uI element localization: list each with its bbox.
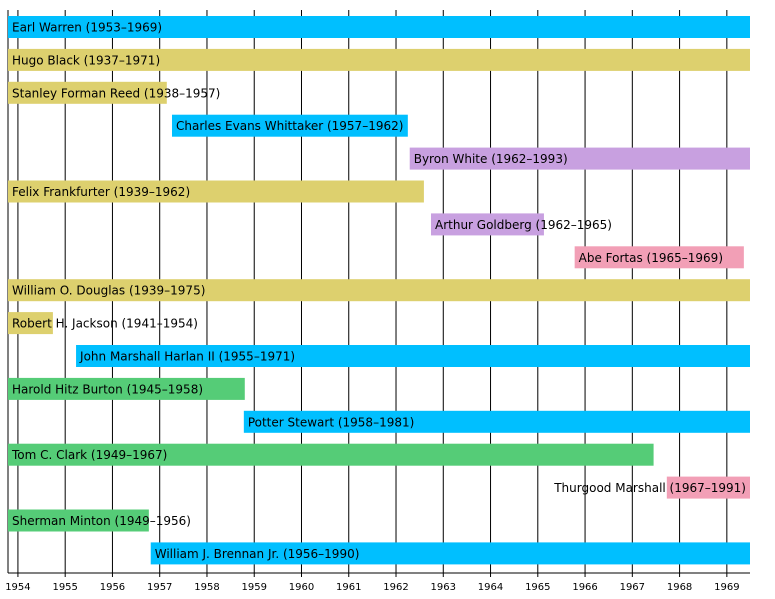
x-tick-label: 1965 — [525, 582, 550, 593]
bar — [8, 312, 53, 335]
bar — [666, 476, 750, 499]
bar — [171, 114, 408, 137]
bar — [8, 509, 149, 532]
x-tick-label: 1969 — [714, 582, 739, 593]
x-tick-label: 1964 — [478, 582, 503, 593]
bar — [8, 377, 245, 400]
bar-label: Felix Frankfurter (1939–1962) — [12, 185, 190, 199]
bar — [243, 410, 750, 433]
bar — [8, 16, 750, 38]
x-tick-label: 1955 — [52, 582, 77, 593]
bar-label: Arthur Goldberg (1962–1965) — [435, 218, 612, 232]
bar-label: Robert H. Jackson (1941–1954) — [12, 317, 198, 331]
x-tick-label: 1963 — [431, 582, 456, 593]
bar — [8, 443, 654, 466]
bar — [8, 180, 424, 203]
bar-label: Potter Stewart (1958–1981) — [248, 415, 414, 429]
x-tick-label: 1958 — [194, 582, 219, 593]
x-tick-label: 1966 — [572, 582, 597, 593]
bar-label: Harold Hitz Burton (1945–1958) — [12, 382, 203, 396]
x-tick-label: 1961 — [336, 582, 361, 593]
x-tick-label: 1962 — [383, 582, 408, 593]
bar-label: William O. Douglas (1939–1975) — [12, 284, 205, 298]
bar — [8, 279, 750, 302]
x-tick-label: 1957 — [147, 582, 172, 593]
bar-label: Byron White (1962–1993) — [414, 152, 568, 166]
bar-label: Hugo Black (1937–1971) — [12, 53, 160, 67]
bar-label: Charles Evans Whittaker (1957–1962) — [176, 119, 403, 133]
bar — [430, 213, 544, 236]
bar — [8, 48, 750, 71]
x-tick-label: 1959 — [242, 582, 267, 593]
x-tick-label: 1954 — [5, 582, 30, 593]
bar-label: Sherman Minton (1949–1956) — [12, 514, 191, 528]
x-tick-label: 1968 — [667, 582, 692, 593]
bar-label: Tom C. Clark (1949–1967) — [11, 448, 167, 462]
x-tick-label: 1960 — [289, 582, 314, 593]
x-tick-label: 1967 — [620, 582, 645, 593]
bar — [150, 542, 750, 565]
bar-label: William J. Brennan Jr. (1956–1990) — [155, 547, 360, 561]
bar — [409, 147, 750, 170]
bar-label: Stanley Forman Reed (1938–1957) — [12, 86, 220, 100]
bar-label: Abe Fortas (1965–1969) — [579, 251, 723, 265]
bar-label: Earl Warren (1953–1969) — [12, 21, 162, 35]
bar — [574, 246, 744, 269]
bar — [8, 81, 167, 104]
bar-label: John Marshall Harlan II (1955–1971) — [79, 350, 295, 364]
bar — [76, 345, 750, 367]
x-tick-label: 1956 — [100, 582, 125, 593]
bar-label: Thurgood Marshall (1967–1991) — [553, 481, 746, 495]
